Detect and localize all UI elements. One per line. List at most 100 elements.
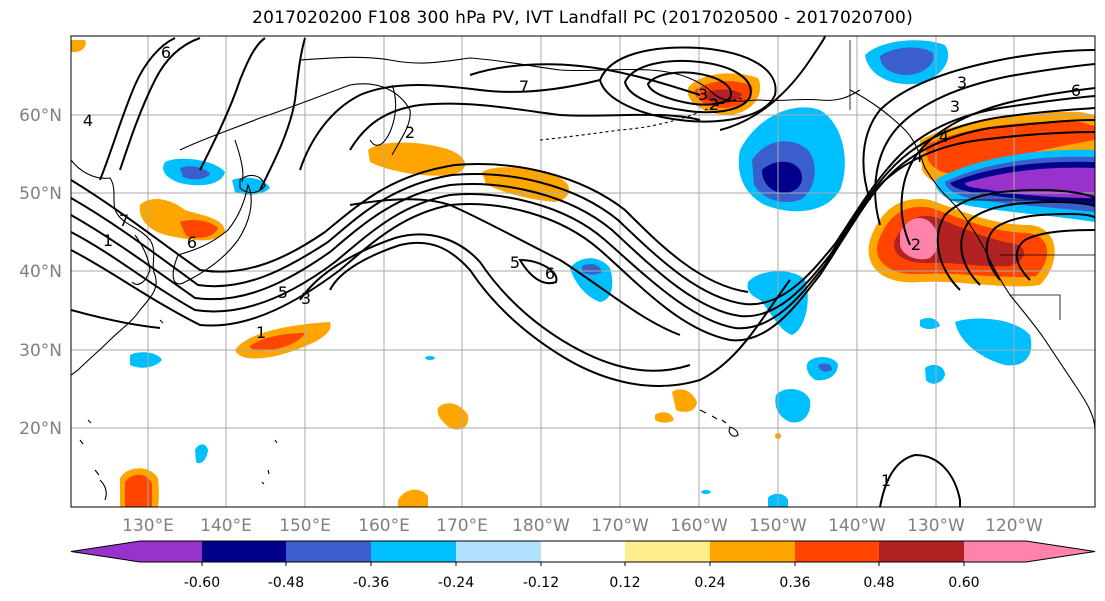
anomaly-patch-positive: [398, 489, 428, 507]
lon-tick-label: 170°E: [436, 516, 488, 536]
longitude-tick-labels: 130°E 140°E 150°E 160°E 170°E 180°W 170°W 160°W…: [122, 516, 1043, 536]
lat-tick-label: 20°N: [19, 419, 62, 439]
pv-contour: [518, 258, 558, 285]
colorbar-label: -0.36: [353, 575, 389, 591]
anomaly-patch-negative: [920, 318, 940, 329]
colorbar-label: 0.24: [694, 575, 725, 591]
anomaly-patch-positive: [900, 217, 939, 260]
lon-tick-label: 150°W: [749, 516, 807, 536]
pv-contour: [71, 131, 1095, 342]
pv-contour: [469, 63, 701, 96]
colorbar-outline: [70, 540, 1096, 563]
pv-contour: [1015, 229, 1095, 281]
lat-tick-label: 60°N: [19, 106, 62, 126]
pv-contour: [879, 453, 961, 507]
colorbar: -0.60 -0.48 -0.36 -0.24 -0.12 0.12 0.24 0.36 0.4…: [70, 540, 1096, 591]
pv-contour: [985, 212, 1095, 281]
anomaly-patch-negative: [130, 352, 162, 368]
coastline-sakhalin: [234, 139, 244, 183]
contour-label: 6: [1071, 81, 1081, 100]
gridlines: [71, 36, 1095, 507]
anomaly-speck: [701, 490, 711, 494]
pv-contour: [862, 49, 1095, 201]
colorbar-label: -0.60: [184, 575, 220, 591]
pv-contour: [299, 233, 691, 372]
contour-label: 1: [881, 471, 891, 490]
contour-label: 2: [709, 95, 719, 114]
pv-contour: [900, 87, 1095, 246]
pv-contour: [119, 37, 201, 171]
pv-contour: [299, 79, 601, 171]
contour-label: 6: [161, 43, 171, 62]
lon-tick-label: 180°W: [512, 516, 570, 536]
anomaly-patch-negative: [818, 363, 832, 372]
lon-tick-label: 120°W: [985, 516, 1043, 536]
contour-label: 3: [957, 73, 967, 92]
anomaly-patch-positive: [655, 412, 674, 423]
pv-contour: [719, 36, 826, 131]
pv-contour: [874, 63, 1095, 226]
colorbar-segment: [541, 541, 625, 562]
pv-contours: [71, 36, 1095, 507]
pv-contour: [623, 59, 752, 114]
anomaly-patch-negative: [880, 47, 934, 75]
anomaly-patch-positive: [71, 40, 86, 52]
colorbar-label: 0.12: [609, 575, 640, 591]
anomaly-patch-positive: [125, 474, 152, 507]
anomaly-patch-positive: [704, 89, 742, 104]
colorbar-segment: [879, 541, 964, 562]
pv-contour: [71, 163, 749, 293]
colorbar-segment: [140, 541, 202, 562]
pv-contour: [71, 107, 1095, 318]
latitude-tick-labels: 60°N 50°N 40°N 30°N 20°N: [19, 106, 62, 439]
anomaly-patch-positive: [180, 220, 218, 238]
colorbar-label: 0.48: [863, 575, 894, 591]
colorbar-segment: [625, 541, 710, 562]
pv-contour: [99, 37, 176, 181]
colorbar-segment: [795, 541, 879, 562]
coastline-asia: [71, 159, 157, 376]
colorbar-label: -0.48: [268, 575, 304, 591]
coastline-okhotsk: [179, 83, 411, 156]
coastline-japan: [172, 183, 252, 285]
pv-contour: [960, 200, 1095, 286]
anomaly-patch-negative: [925, 364, 945, 384]
lat-tick-label: 50°N: [19, 184, 62, 204]
pv-contour: [598, 46, 777, 123]
lon-tick-label: 140°W: [828, 516, 886, 536]
lon-tick-label: 130°W: [907, 516, 965, 536]
colorbar-label: -0.12: [523, 575, 559, 591]
contour-label: 6: [545, 264, 555, 283]
pv-contour: [71, 95, 1095, 306]
contour-label: 2: [405, 123, 415, 142]
contour-label: 5: [278, 283, 288, 302]
lon-tick-label: 160°W: [670, 516, 728, 536]
anomaly-patch-negative: [762, 161, 803, 193]
anomaly-patch-negative: [195, 444, 208, 464]
colorbar-segment: [964, 541, 1026, 562]
colorbar-segment: [371, 541, 456, 562]
coastline-kamchatka: [369, 84, 397, 146]
lon-tick-label: 130°E: [122, 516, 174, 536]
contour-label: 1: [256, 323, 266, 342]
coastline-panhandle: [849, 89, 951, 201]
contour-label: 3: [698, 85, 708, 104]
anomaly-speck: [425, 356, 435, 360]
contour-label: 2: [911, 235, 921, 254]
anomaly-patch-negative: [180, 166, 210, 180]
contour-label: 7: [519, 77, 529, 96]
colorbar-label: 0.36: [779, 575, 810, 591]
contour-label: 3: [950, 97, 960, 116]
contour-label: 6: [187, 233, 197, 252]
coastline-hawaii: [699, 409, 739, 437]
contour-label: 1: [103, 231, 113, 250]
lat-tick-label: 40°N: [19, 262, 62, 282]
pv-contour: [329, 241, 791, 387]
colorbar-segment: [710, 541, 795, 562]
colorbar-label: -0.24: [438, 575, 474, 591]
coastline-na-west: [949, 199, 1095, 431]
coastline-aleutians: [539, 97, 746, 141]
pv-contour: [199, 37, 266, 171]
contour-label: 4: [83, 111, 93, 130]
